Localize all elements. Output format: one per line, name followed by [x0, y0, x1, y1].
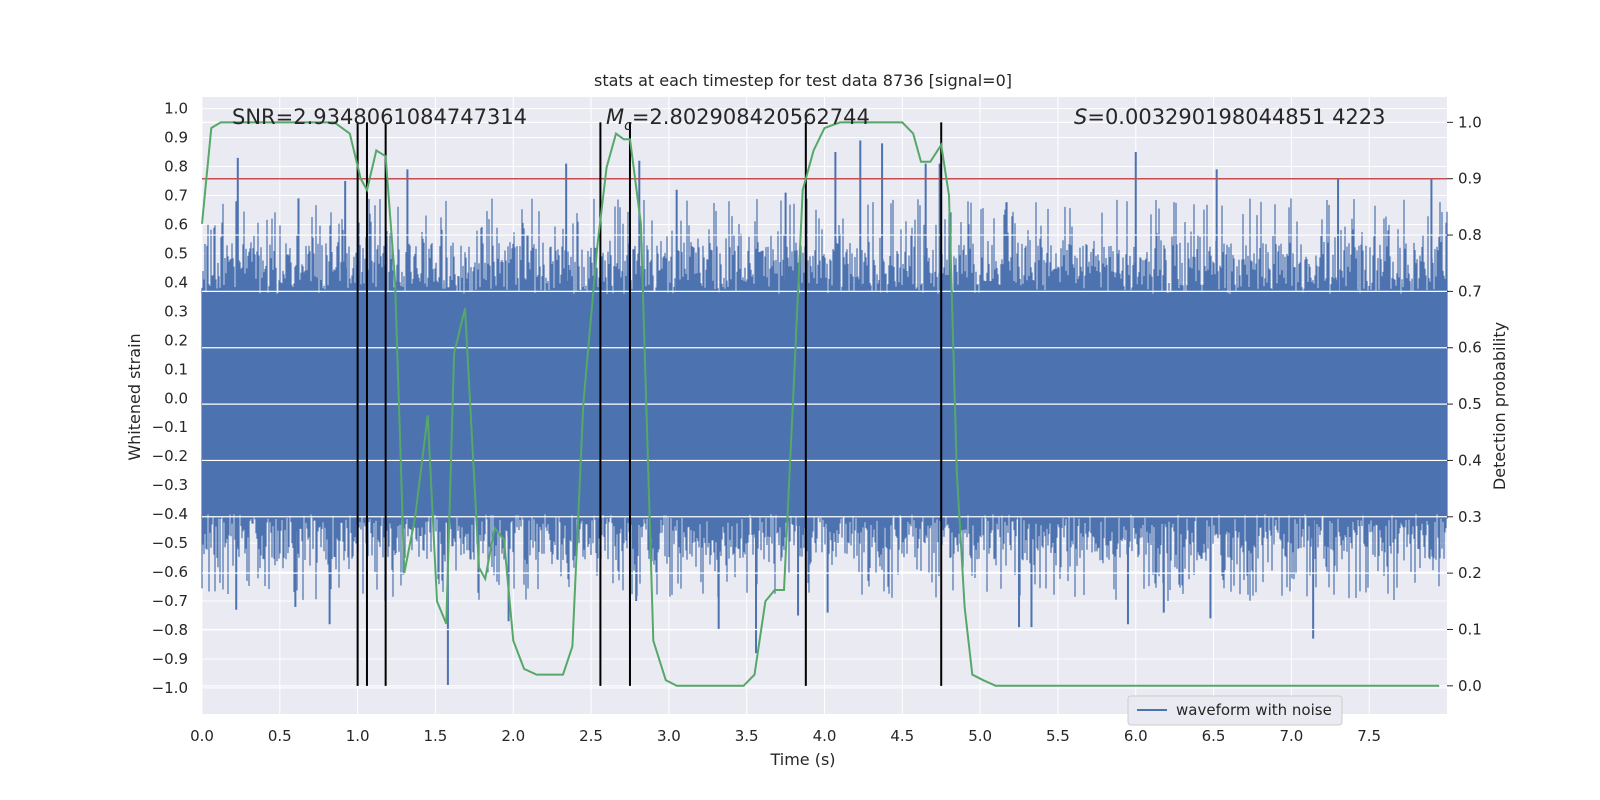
- detection-probability-line: [201, 121, 1440, 687]
- x-tick-label: 2.0: [501, 727, 525, 745]
- mc-value: =2.802908420562744: [632, 105, 870, 129]
- s-annotation: S=0.003290198044851 4223: [1074, 105, 1386, 129]
- x-tick-label: 3.0: [657, 727, 681, 745]
- left-y-tick-label: 0.9: [164, 129, 188, 147]
- x-tick-label: 5.5: [1046, 727, 1070, 745]
- left-y-tick-label: 0.3: [164, 302, 188, 320]
- s-symbol: S: [1074, 105, 1087, 129]
- mc-subscript: c: [624, 118, 632, 134]
- left-y-tick-label: 0.2: [164, 331, 188, 349]
- left-y-tick-label: 1.0: [164, 100, 188, 118]
- legend: waveform with noise: [1127, 695, 1343, 726]
- right-y-tick-label: 0.1: [1458, 620, 1482, 638]
- x-tick-label: 1.0: [346, 727, 370, 745]
- x-axis-ticks: 0.0 0.5 1.0 1.5 2.0 2.5 3.0 3.5 4.0 4.5 5.0 5.5 6.0 6…: [190, 727, 1381, 745]
- snr-annotation: SNR=2.9348061084747314: [232, 105, 527, 129]
- x-tick-label: 1.5: [424, 727, 448, 745]
- left-y-tick-label: −0.6: [152, 563, 188, 581]
- right-y-axis-label: Detection probability: [1490, 322, 1509, 490]
- left-y-tick-label: −0.2: [152, 447, 188, 465]
- chirp-mass-annotation: Mc=2.802908420562744: [606, 105, 870, 134]
- left-y-tick-label: −1.0: [152, 679, 188, 697]
- left-y-tick-label: 0.7: [164, 186, 188, 204]
- x-tick-label: 3.5: [735, 727, 759, 745]
- left-y-tick-label: 0.6: [164, 215, 188, 233]
- x-tick-label: 7.0: [1279, 727, 1303, 745]
- legend-box: [1127, 695, 1343, 726]
- s-value: =0.003290198044851 4223: [1087, 105, 1385, 129]
- left-y-tick-label: −0.5: [152, 534, 188, 552]
- right-y-tick-label: 0.6: [1458, 339, 1482, 357]
- x-axis-label: Time (s): [769, 750, 835, 769]
- legend-label: waveform with noise: [1176, 701, 1332, 719]
- left-y-tick-label: −0.3: [152, 476, 188, 494]
- left-y-tick-label: 0.5: [164, 244, 188, 262]
- right-y-tick-label: 0.4: [1458, 451, 1482, 469]
- left-y-tick-label: −0.8: [152, 621, 188, 639]
- x-tick-label: 0.0: [190, 727, 214, 745]
- right-y-axis-ticks: 1.0 0.9 0.8 0.7 0.6 0.5 0.4 0.3 0.2 0.1 0.0: [1447, 113, 1482, 695]
- right-y-tick-label: 0.7: [1458, 282, 1482, 300]
- x-tick-label: 4.0: [813, 727, 837, 745]
- left-y-tick-label: −0.9: [152, 650, 188, 668]
- right-y-tick-label: 0.3: [1458, 508, 1482, 526]
- x-tick-label: 6.0: [1124, 727, 1148, 745]
- x-tick-label: 2.5: [579, 727, 603, 745]
- left-y-tick-label: −0.4: [152, 505, 188, 523]
- right-y-tick-label: 0.8: [1458, 226, 1482, 244]
- x-tick-label: 5.0: [968, 727, 992, 745]
- x-tick-label: 6.5: [1202, 727, 1226, 745]
- detection-markers: [356, 122, 943, 686]
- left-y-axis-label: Whitened strain: [125, 333, 144, 460]
- x-tick-label: 0.5: [268, 727, 292, 745]
- left-y-tick-label: 0.1: [164, 360, 188, 378]
- right-y-tick-label: 0.5: [1458, 395, 1482, 413]
- right-axis-grid: [202, 121, 1447, 687]
- right-y-tick-label: 0.9: [1458, 170, 1482, 188]
- right-y-tick-label: 0.0: [1458, 677, 1482, 695]
- chart-title: stats at each timestep for test data 873…: [594, 71, 1012, 90]
- left-y-tick-label: −0.7: [152, 592, 188, 610]
- right-y-tick-label: 1.0: [1458, 113, 1482, 131]
- left-y-tick-label: −0.1: [152, 418, 188, 436]
- left-y-tick-label: 0.8: [164, 158, 188, 176]
- left-y-tick-label: 0.0: [164, 389, 188, 407]
- left-y-tick-label: 0.4: [164, 273, 188, 291]
- x-tick-label: 7.5: [1357, 727, 1381, 745]
- right-y-tick-label: 0.2: [1458, 564, 1482, 582]
- left-y-axis-ticks: 1.0 0.9 0.8 0.7 0.6 0.5 0.4 0.3 0.2 0.1 0.0 −0.1 −0.…: [152, 100, 188, 697]
- mc-symbol: M: [606, 105, 624, 129]
- x-tick-label: 4.5: [890, 727, 914, 745]
